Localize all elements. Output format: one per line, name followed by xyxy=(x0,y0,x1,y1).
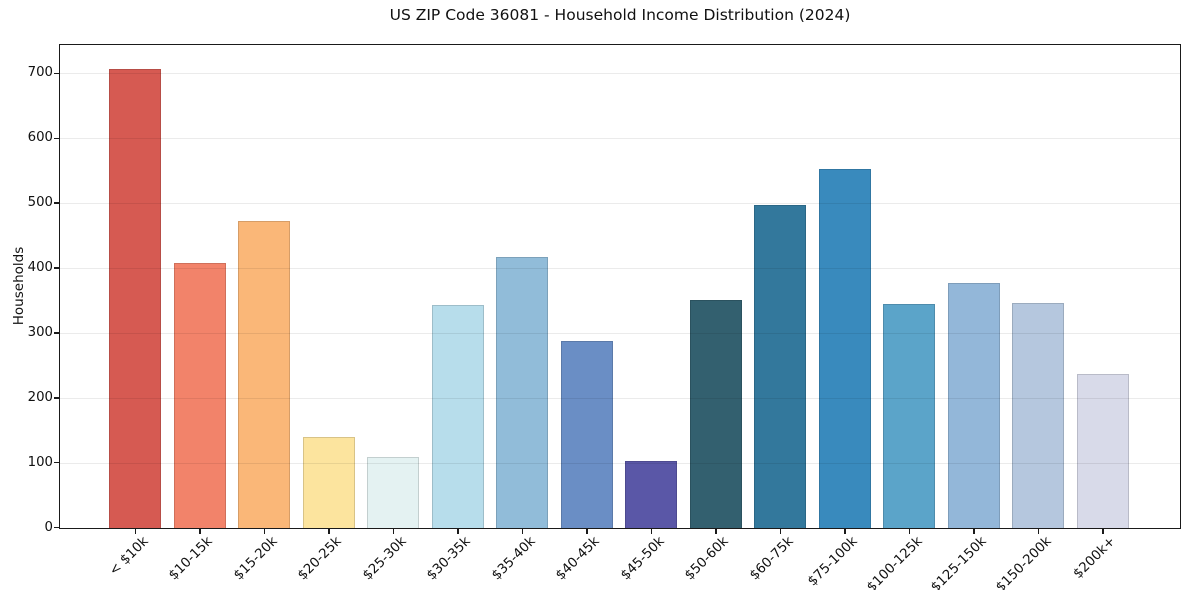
gridline xyxy=(60,73,1180,75)
gridline xyxy=(60,138,1180,140)
x-tick-mark xyxy=(715,529,717,534)
y-tick-mark xyxy=(54,137,59,140)
y-tick-label: 200 xyxy=(27,389,53,405)
x-tick-mark xyxy=(1037,529,1040,534)
y-tick-label: 400 xyxy=(27,260,53,275)
x-tick-mark xyxy=(1102,529,1104,534)
x-tick-mark xyxy=(908,529,911,534)
y-tick-mark xyxy=(54,202,59,204)
y-tick-label: 500 xyxy=(27,195,53,211)
bar xyxy=(238,221,290,528)
bar xyxy=(496,257,548,528)
x-tick-mark xyxy=(328,529,330,534)
bar xyxy=(109,69,161,528)
bar xyxy=(689,299,742,528)
y-tick-mark xyxy=(54,397,59,399)
gridline xyxy=(60,332,1180,334)
gridline xyxy=(60,203,1180,205)
bar xyxy=(302,437,355,528)
y-tick-label: 300 xyxy=(27,324,53,340)
x-tick-mark xyxy=(457,529,459,534)
bar xyxy=(818,169,871,528)
gridline xyxy=(60,397,1180,399)
x-tick-mark xyxy=(844,529,846,534)
x-tick-mark xyxy=(199,529,201,534)
y-tick-label: 0 xyxy=(44,519,53,535)
plot-area xyxy=(59,44,1181,529)
y-tick-mark xyxy=(54,267,59,269)
x-tick-mark xyxy=(263,529,266,534)
x-tick-mark xyxy=(586,529,588,534)
x-tick-mark xyxy=(779,529,782,534)
bar xyxy=(1012,302,1064,528)
x-tick-mark xyxy=(134,529,137,534)
chart-title: US ZIP Code 36081 - Household Income Dis… xyxy=(389,6,851,24)
bar xyxy=(431,304,484,528)
bar xyxy=(754,204,806,528)
x-tick-mark xyxy=(521,529,524,534)
bar xyxy=(947,283,1000,528)
y-tick-label: 100 xyxy=(27,454,53,470)
y-tick-label: 700 xyxy=(27,65,53,81)
y-tick-mark xyxy=(54,461,59,464)
bar xyxy=(560,340,613,528)
bar xyxy=(883,304,935,528)
bar xyxy=(625,460,677,528)
gridline xyxy=(60,268,1180,270)
x-tick-label: < $10k xyxy=(106,534,152,579)
gridline xyxy=(60,462,1180,464)
y-tick-mark xyxy=(54,526,59,529)
y-tick-mark xyxy=(54,332,59,334)
y-tick-mark xyxy=(54,72,59,75)
x-tick-mark xyxy=(650,529,653,534)
bar xyxy=(367,456,419,528)
x-tick-mark xyxy=(392,529,395,534)
bar xyxy=(173,263,226,528)
x-tick-mark xyxy=(973,529,975,534)
y-tick-label: 600 xyxy=(27,130,53,146)
y-axis-label: Households xyxy=(11,246,27,326)
bar xyxy=(1076,373,1129,528)
